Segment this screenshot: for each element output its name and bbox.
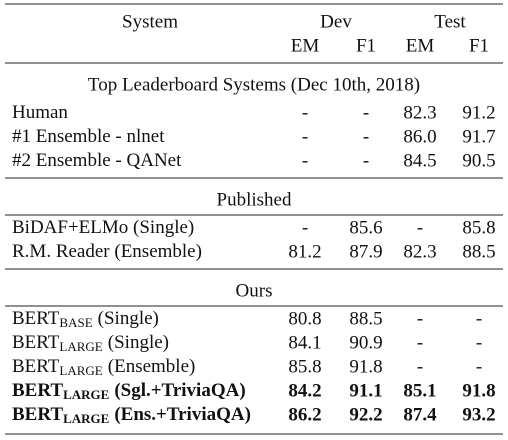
- score: 87.9: [349, 241, 382, 262]
- system-name: BERTLARGE (Ens.+TriviaQA): [12, 404, 251, 426]
- name: #2 Ensemble - QANet: [12, 150, 182, 171]
- suffix: (Single): [98, 308, 159, 329]
- system-name: BERTLARGE (Ensemble): [12, 356, 195, 378]
- suffix: (Sgl.+TriviaQA): [114, 380, 245, 401]
- score: 86.2: [288, 404, 321, 425]
- subscript: LARGE: [59, 363, 102, 378]
- score: 85.1: [403, 380, 436, 401]
- subscript: LARGE: [59, 339, 102, 354]
- score: -: [302, 126, 308, 147]
- group-header: Dev: [320, 11, 352, 32]
- group-header: Test: [434, 11, 466, 32]
- score: 90.5: [462, 150, 495, 171]
- column-header: EM: [291, 35, 320, 56]
- suffix: (Ens.+TriviaQA): [114, 404, 251, 425]
- name: BiDAF+ELMo (Single): [12, 217, 194, 238]
- name: BERT: [12, 308, 60, 329]
- score: 85.6: [349, 217, 382, 238]
- name: BERT: [12, 332, 60, 353]
- name: BERT: [12, 380, 63, 401]
- score: -: [363, 126, 369, 147]
- system-name: R.M. Reader (Ensemble): [12, 241, 202, 262]
- score: 82.3: [403, 241, 436, 262]
- score: 81.2: [288, 241, 321, 262]
- score: -: [417, 308, 423, 329]
- name: BERT: [12, 356, 60, 377]
- score: 86.0: [403, 126, 436, 147]
- column-header: EM: [406, 35, 435, 56]
- system-name: BERTLARGE (Sgl.+TriviaQA): [12, 380, 246, 402]
- score: 84.1: [288, 332, 321, 353]
- score: 91.8: [462, 380, 495, 401]
- score: 91.1: [349, 380, 382, 401]
- score: -: [476, 332, 482, 353]
- score: 87.4: [403, 404, 437, 425]
- suffix: (Single): [108, 332, 169, 353]
- subscript: LARGE: [63, 411, 109, 426]
- column-header: System: [122, 11, 178, 32]
- score: -: [476, 308, 482, 329]
- score: 91.8: [349, 356, 382, 377]
- score: 88.5: [462, 241, 495, 262]
- score: -: [302, 102, 308, 123]
- system-name: BERTBASE (Single): [12, 308, 159, 330]
- system-name: #2 Ensemble - QANet: [12, 150, 182, 171]
- subscript: BASE: [59, 315, 92, 330]
- suffix: (Ensemble): [108, 356, 196, 377]
- score: 91.2: [462, 102, 495, 123]
- score: -: [417, 332, 423, 353]
- system-name: BERTLARGE (Single): [12, 332, 169, 354]
- name: R.M. Reader (Ensemble): [12, 241, 202, 262]
- score: 84.2: [288, 380, 321, 401]
- score: 82.3: [403, 102, 436, 123]
- score: 85.8: [462, 217, 495, 238]
- score: -: [363, 150, 369, 171]
- score: 90.9: [349, 332, 382, 353]
- score: 92.2: [349, 404, 382, 425]
- name: BERT: [12, 404, 63, 425]
- system-name: BiDAF+ELMo (Single): [12, 217, 194, 238]
- name: #1 Ensemble - nlnet: [12, 126, 165, 147]
- score: 91.7: [462, 126, 495, 147]
- score: -: [302, 150, 308, 171]
- score: 88.5: [349, 308, 382, 329]
- name: Human: [12, 102, 68, 123]
- score: -: [476, 356, 482, 377]
- section-title: Ours: [236, 280, 273, 301]
- score: -: [363, 102, 369, 123]
- score: 85.8: [288, 356, 321, 377]
- section-title: Top Leaderboard Systems (Dec 10th, 2018): [88, 74, 420, 95]
- score: -: [417, 356, 423, 377]
- score: 80.8: [288, 308, 321, 329]
- subscript: LARGE: [63, 387, 109, 402]
- system-name: #1 Ensemble - nlnet: [12, 126, 165, 147]
- score: -: [302, 217, 308, 238]
- score: -: [417, 217, 423, 238]
- column-header: F1: [469, 35, 489, 56]
- score: 84.5: [403, 150, 436, 171]
- column-header: F1: [356, 35, 376, 56]
- score: 93.2: [462, 404, 495, 425]
- section-title: Published: [217, 189, 292, 210]
- system-name: Human: [12, 102, 68, 123]
